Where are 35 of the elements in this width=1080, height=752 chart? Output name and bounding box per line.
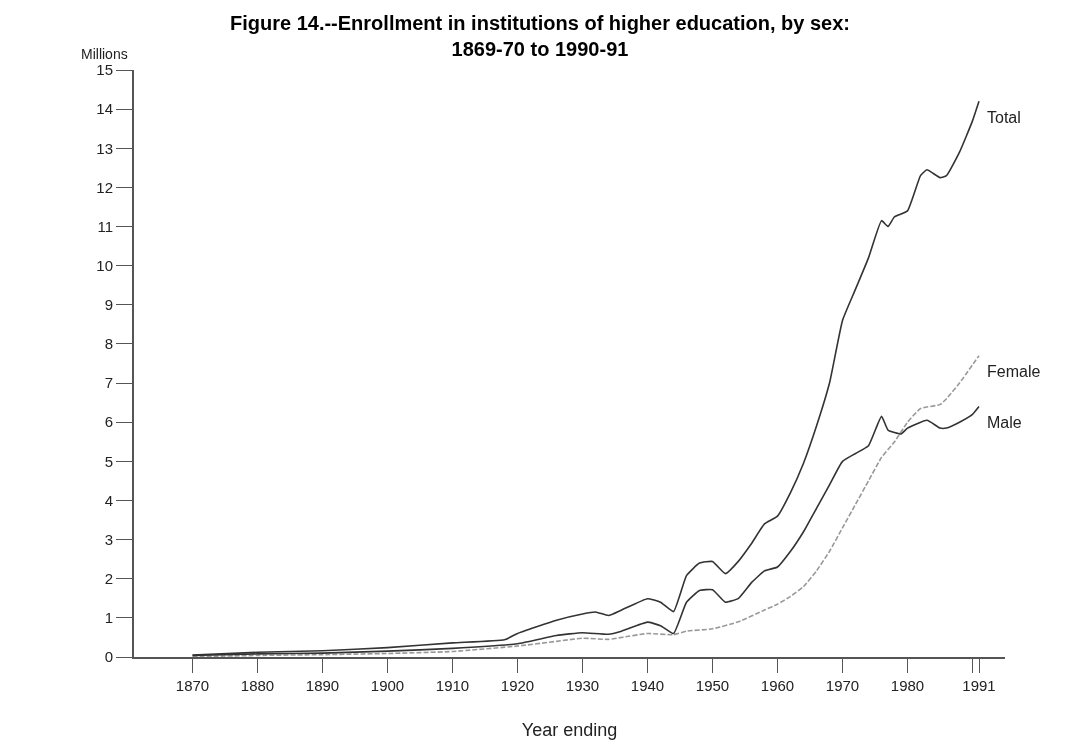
x-tick-label: 1900	[370, 677, 405, 694]
x-tick-label: 1991	[962, 677, 996, 694]
y-tick-label: 6	[104, 413, 113, 431]
x-tick-label: 1950	[695, 677, 730, 694]
chart-title: Figure 14.--Enrollment in institutions of higher education, by sex: 1869-70 to 1990-91	[229, 12, 851, 61]
x-tick-label: 1910	[435, 677, 470, 694]
y-tick-label: 2	[104, 569, 113, 587]
y-tick-label: 9	[104, 296, 113, 314]
series-label: Total	[987, 109, 1021, 126]
x-tick-label: 1890	[305, 677, 340, 694]
y-tick-label: 1	[104, 609, 113, 627]
y-tick-label: 15	[96, 61, 113, 79]
y-tick-label: 13	[96, 139, 113, 157]
x-tick-label: 1970	[825, 677, 860, 694]
series-label: Male	[987, 414, 1022, 431]
y-axis-title: Millions	[81, 46, 128, 62]
x-tick-label: 1960	[760, 677, 795, 694]
y-tick-label: 8	[104, 335, 113, 353]
x-tick-label: 1870	[175, 677, 210, 694]
x-tick-label: 1940	[630, 677, 665, 694]
y-tick-label: 12	[96, 178, 113, 196]
y-tick-label: 11	[97, 217, 113, 235]
y-tick-label: 4	[104, 491, 113, 509]
series-label: Female	[987, 363, 1041, 380]
y-tick-label: 14	[96, 100, 113, 118]
y-tick-label: 0	[104, 648, 113, 666]
x-tick-label: 1980	[890, 677, 925, 694]
x-tick-label: 1880	[240, 677, 275, 694]
y-tick-label: 10	[96, 256, 113, 274]
y-tick-label: 3	[104, 530, 113, 548]
x-tick-label: 1920	[500, 677, 535, 694]
y-tick-label: 7	[104, 374, 113, 392]
y-tick-label: 5	[104, 452, 113, 470]
x-axis-title: Year ending	[521, 719, 618, 740]
x-tick-label: 1930	[565, 677, 600, 694]
